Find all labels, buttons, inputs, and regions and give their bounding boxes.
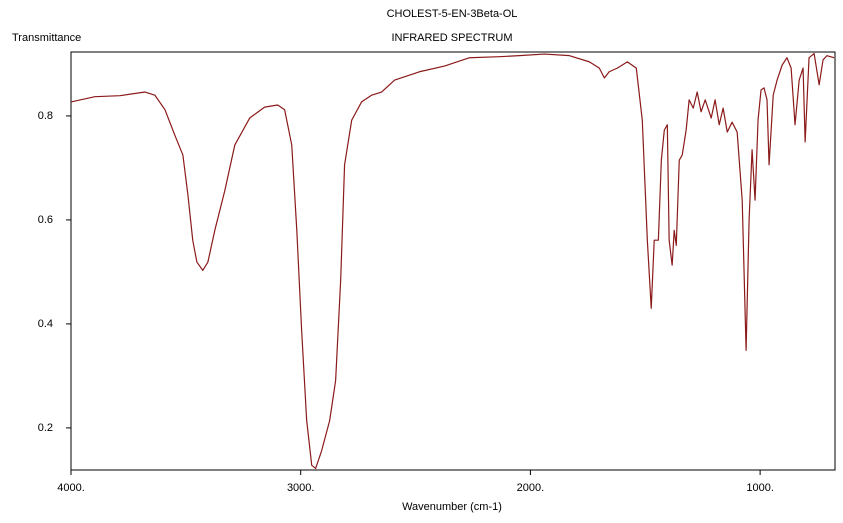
x-tick-label: 3000. <box>287 482 315 494</box>
plot-frame <box>70 51 836 471</box>
chart-title: CHOLEST-5-EN-3Beta-OL <box>387 8 518 20</box>
x-tick-label: 2000. <box>517 482 545 494</box>
y-tick-label: 0.2 <box>38 422 53 434</box>
y-tick-label: 0.8 <box>38 110 53 122</box>
y-axis-label: Transmittance <box>12 32 81 44</box>
x-axis-label: Wavenumber (cm-1) <box>402 501 502 513</box>
chart-subtitle: INFRARED SPECTRUM <box>391 32 512 44</box>
x-tick-label: 1000. <box>746 482 774 494</box>
x-tick-label: 4000. <box>57 482 85 494</box>
y-tick-label: 0.4 <box>38 318 53 330</box>
y-tick-label: 0.6 <box>38 214 53 226</box>
spectrum-line <box>70 52 835 470</box>
